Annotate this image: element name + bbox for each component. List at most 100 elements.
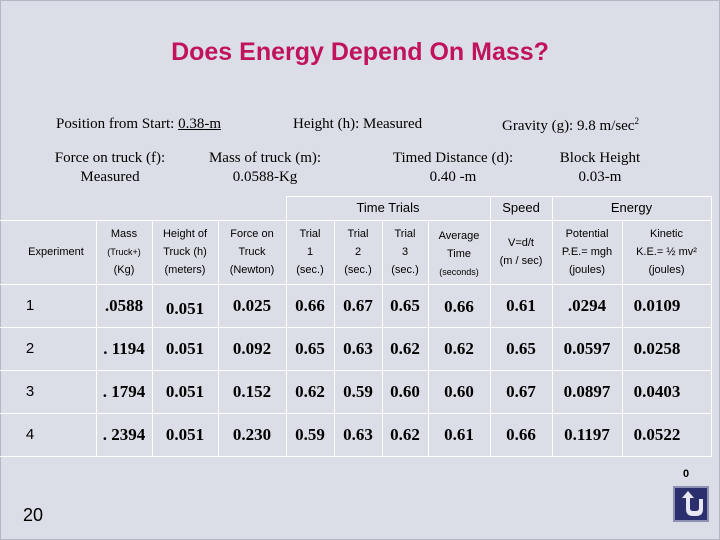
header-kinetic: Kinetic K.E.= ½ mv² (joules) bbox=[622, 225, 711, 279]
header-speed-line2: (m / sec) bbox=[499, 255, 543, 267]
header-trial2-line3: (sec.) bbox=[344, 264, 372, 276]
table-cell: 0.0258 bbox=[633, 339, 681, 358]
header-trial2-line1: Trial bbox=[347, 228, 369, 240]
table-cell: 0.025 bbox=[232, 296, 272, 315]
col-line bbox=[152, 220, 153, 457]
header-average-line2: Time bbox=[446, 248, 472, 260]
table-cell: 0.65 bbox=[390, 296, 420, 315]
block-value: 0.03-m bbox=[578, 169, 622, 185]
table-row-line bbox=[0, 327, 712, 328]
group-speed: Speed bbox=[502, 200, 540, 215]
header-height: Height of Truck (h) (meters) bbox=[152, 225, 218, 279]
header-experiment: Experiment bbox=[28, 246, 84, 258]
block-param: Block Height 0.03-m bbox=[548, 149, 652, 187]
height-param: Height (h): Measured bbox=[293, 116, 423, 132]
table-cell: 0.61 bbox=[444, 425, 474, 444]
table-cell: 0.59 bbox=[295, 425, 325, 444]
header-potential-line3: (joules) bbox=[568, 264, 606, 276]
footer-zero: 0 bbox=[683, 468, 690, 480]
header-trial1-line1: Trial bbox=[299, 228, 321, 240]
table-cell: .0588 bbox=[104, 296, 144, 315]
header-force-line2: Truck bbox=[238, 246, 266, 258]
header-kinetic-line3: (joules) bbox=[648, 264, 685, 276]
table-bottom-line bbox=[0, 456, 712, 457]
header-height-line2: Truck (h) bbox=[163, 246, 207, 258]
gravity-exponent: 2 bbox=[634, 116, 639, 126]
table-cell: 0.66 bbox=[506, 425, 536, 444]
table-cell: 0.67 bbox=[506, 382, 536, 401]
block-label: Block Height bbox=[559, 150, 641, 166]
table-row-line bbox=[0, 370, 712, 371]
gravity-param: Gravity (g): 9.8 m/sec2 bbox=[502, 116, 639, 135]
header-average-line3: (seconds) bbox=[439, 267, 479, 277]
table-cell: 0.65 bbox=[295, 339, 325, 358]
col-line bbox=[334, 220, 335, 457]
header-trial3: Trial 3 (sec.) bbox=[382, 225, 428, 279]
table-cell: 4 bbox=[25, 426, 35, 443]
table-cell: 0.61 bbox=[506, 296, 536, 315]
table-cell: 0.62 bbox=[390, 339, 420, 358]
table-cell: 0.67 bbox=[343, 296, 373, 315]
header-potential-line2: P.E.= mgh bbox=[561, 246, 613, 258]
col-line bbox=[428, 220, 429, 457]
return-button[interactable] bbox=[673, 486, 709, 522]
col-line bbox=[490, 196, 491, 457]
distance-label: Timed Distance (d): bbox=[392, 150, 514, 166]
mass-label: Mass of truck (m): bbox=[208, 150, 322, 166]
distance-param: Timed Distance (d): 0.40 -m bbox=[378, 149, 528, 187]
table-top-line bbox=[286, 196, 712, 197]
table-cell: 0.60 bbox=[390, 382, 420, 401]
header-trial2: Trial 2 (sec.) bbox=[334, 225, 382, 279]
col-line bbox=[286, 196, 287, 457]
table-cell: 0.1197 bbox=[564, 425, 610, 444]
col-line bbox=[711, 196, 712, 457]
col-line bbox=[218, 220, 219, 457]
force-param: Force on truck (f): Measured bbox=[36, 149, 184, 187]
header-trial2-line2: 2 bbox=[354, 246, 362, 258]
position-param: Position from Start: 0.38-m bbox=[56, 116, 221, 133]
table-cell: 0.59 bbox=[343, 382, 373, 401]
group-energy: Energy bbox=[610, 200, 653, 215]
table-cell: 0.62 bbox=[444, 339, 474, 358]
table-cell: 0.092 bbox=[232, 339, 272, 358]
table-cell: . 1194 bbox=[103, 339, 145, 358]
position-value: 0.38 bbox=[178, 116, 205, 132]
table-group-line bbox=[0, 220, 712, 221]
col-line bbox=[382, 220, 383, 457]
table-cell: 0.66 bbox=[295, 296, 325, 315]
header-average-line1: Average bbox=[438, 230, 480, 242]
table-cell: 0.66 bbox=[444, 297, 474, 316]
header-force: Force on Truck (Newton) bbox=[218, 225, 286, 279]
table-cell: 0.62 bbox=[390, 425, 420, 444]
mass-param: Mass of truck (m): 0.0588-Kg bbox=[190, 149, 340, 187]
header-potential-line1: Potential bbox=[565, 228, 609, 240]
table-row-line bbox=[0, 413, 712, 414]
col-line bbox=[96, 220, 97, 457]
table-cell: 0.051 bbox=[165, 382, 205, 401]
header-trial3-line3: (sec.) bbox=[391, 264, 419, 276]
header-mass-line1: Mass bbox=[110, 228, 138, 240]
table-cell: 0.63 bbox=[343, 425, 373, 444]
page-title: Does Energy Depend On Mass? bbox=[171, 38, 549, 66]
table-cell: 0.60 bbox=[444, 382, 474, 401]
table-cell: 0.65 bbox=[506, 339, 536, 358]
header-mass: Mass (Truck+) (Kg) bbox=[96, 225, 152, 279]
table-cell: 2 bbox=[25, 340, 35, 357]
force-value: Measured bbox=[80, 169, 140, 185]
header-mass-line2: (Truck+) bbox=[107, 247, 141, 257]
header-height-line1: Height of bbox=[162, 228, 208, 240]
header-height-line3: (meters) bbox=[164, 264, 206, 276]
table-cell: 0.051 bbox=[165, 425, 205, 444]
table-cell: 0.0403 bbox=[633, 382, 681, 401]
header-trial1-line2: 1 bbox=[306, 246, 314, 258]
table-cell: 0.62 bbox=[295, 382, 325, 401]
header-trial3-line1: Trial bbox=[394, 228, 416, 240]
header-kinetic-line2: K.E.= ½ mv² bbox=[636, 246, 697, 258]
header-trial1-line3: (sec.) bbox=[296, 264, 324, 276]
position-label: Position from Start: bbox=[56, 116, 175, 132]
header-mass-line3: (Kg) bbox=[113, 264, 135, 276]
col-line bbox=[552, 196, 553, 457]
header-speed: V=d/t (m / sec) bbox=[490, 234, 552, 270]
table-header-line bbox=[0, 284, 712, 285]
header-potential: Potential P.E.= mgh (joules) bbox=[552, 225, 622, 279]
